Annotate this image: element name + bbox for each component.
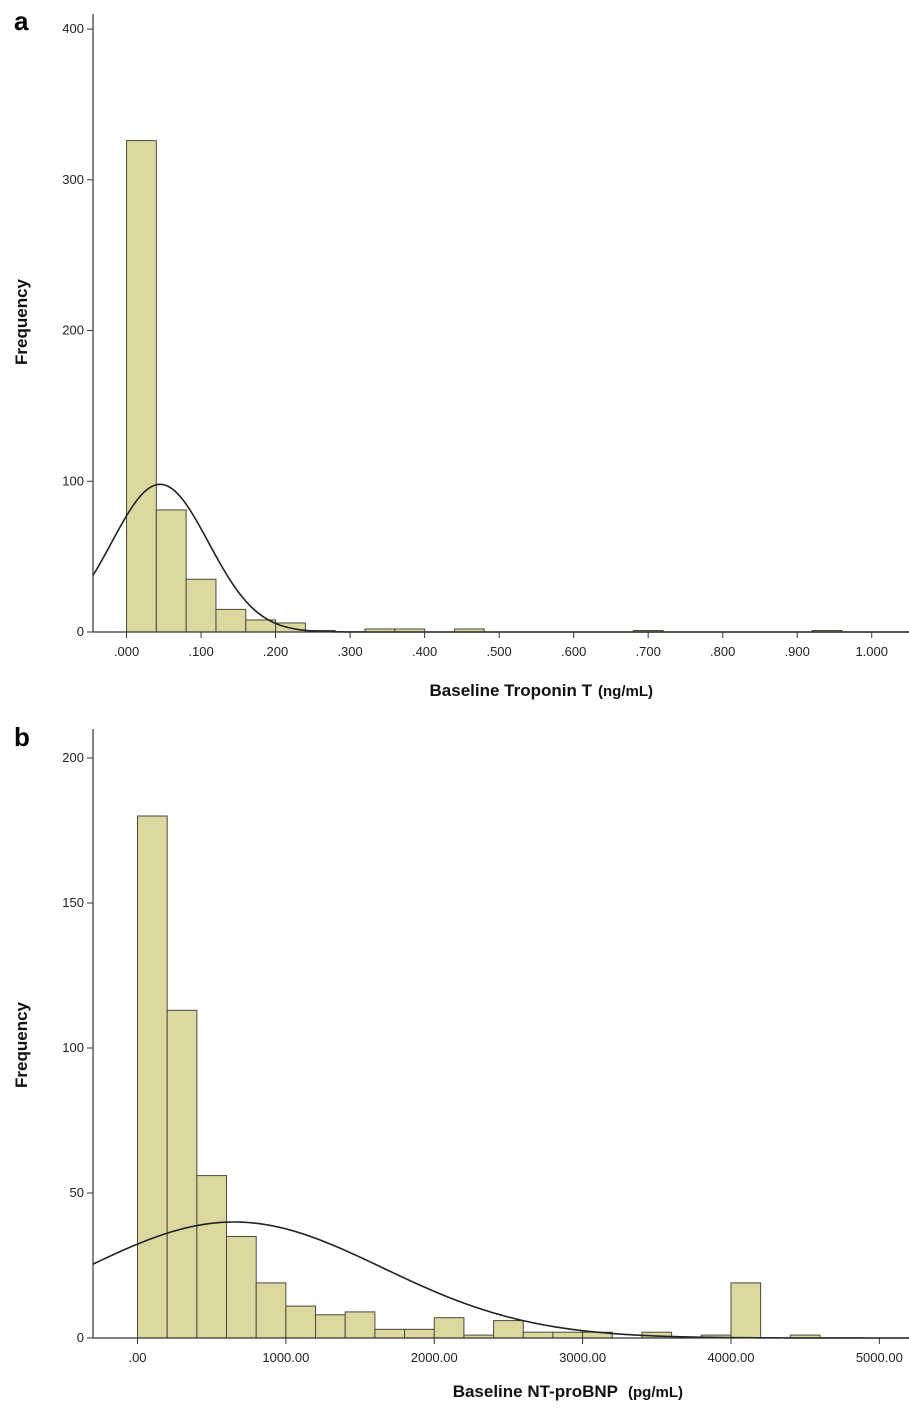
histogram-bar (255, 1282, 287, 1339)
x-tick-label: .900 (785, 644, 810, 659)
x-tick-label: .000 (114, 644, 139, 659)
histogram-bar (315, 1314, 346, 1339)
panel-b-x-axis-title: Baseline NT-proBNP (453, 1382, 618, 1401)
y-tick-label: 100 (62, 473, 84, 488)
panel-a-y-ticks: 0 100 200 300 400 (62, 21, 93, 639)
y-tick-label: 400 (62, 21, 84, 36)
histogram-bar (374, 1328, 406, 1339)
panel-a-x-axis-unit: (ng/mL) (598, 683, 653, 700)
x-tick-label: 3000.00 (559, 1350, 606, 1365)
histogram-bar (196, 1175, 228, 1339)
y-tick-label: 300 (62, 172, 84, 187)
x-tick-label: 1.000 (855, 644, 888, 659)
x-tick-label: 4000.00 (707, 1350, 754, 1365)
x-tick-label: .00 (128, 1350, 146, 1365)
x-tick-label: .500 (486, 644, 511, 659)
y-tick-label: 0 (77, 624, 84, 639)
histogram-bar (155, 509, 187, 633)
panel-b-x-ticks: .00 1000.00 2000.00 3000.00 4000.00 5000.00 (128, 1338, 903, 1365)
x-tick-label: .200 (263, 644, 288, 659)
x-tick-label: .800 (710, 644, 735, 659)
y-tick-label: 100 (62, 1040, 84, 1055)
x-tick-label: 5000.00 (856, 1350, 903, 1365)
histogram-bar (166, 1009, 198, 1339)
panel-a-chart: a 0 100 200 300 400 .000 .100 .200 .300 .400 .500… (12, 6, 909, 700)
panel-a-x-axis-title: Baseline Troponin T (430, 681, 593, 700)
x-tick-label: 2000.00 (411, 1350, 458, 1365)
y-tick-label: 150 (62, 895, 84, 910)
histogram-bar (522, 1331, 554, 1339)
histogram-bar (185, 578, 217, 633)
histogram-bar (493, 1320, 524, 1339)
panel-b-y-ticks: 0 50 100 150 200 (62, 750, 93, 1345)
panel-b-bars (137, 815, 821, 1339)
x-tick-label: .400 (412, 644, 437, 659)
y-tick-label: 200 (62, 323, 84, 338)
panel-a-x-ticks: .000 .100 .200 .300 .400 .500 .600 .700 .800 .900… (114, 632, 888, 659)
histogram-bar (126, 140, 157, 633)
y-tick-label: 50 (70, 1185, 84, 1200)
panel-b-x-axis-unit: (pg/mL) (628, 1384, 683, 1401)
panel-a-letter: a (14, 6, 29, 36)
panel-b-letter: b (14, 722, 30, 752)
histogram-bar (137, 815, 168, 1339)
x-tick-label: .100 (188, 644, 213, 659)
panel-b-y-axis-title: Frequency (12, 1001, 31, 1088)
x-tick-label: .600 (561, 644, 586, 659)
histogram-bar (344, 1311, 376, 1339)
histogram-bar (285, 1305, 317, 1339)
panel-b-chart: b 0 50 100 150 200 .00 1000.00 2000.00 3000.00 4… (12, 722, 909, 1401)
histogram-bar (433, 1317, 465, 1339)
y-tick-label: 0 (77, 1330, 84, 1345)
x-tick-label: 1000.00 (262, 1350, 309, 1365)
x-tick-label: .700 (636, 644, 661, 659)
panel-a-bars (126, 140, 843, 633)
histogram-bar (552, 1331, 584, 1339)
x-tick-label: .300 (337, 644, 362, 659)
panel-a-y-axis-title: Frequency (12, 278, 31, 365)
y-tick-label: 200 (62, 750, 84, 765)
histogram-bar (730, 1282, 762, 1339)
histogram-bar (404, 1328, 435, 1339)
histogram-bar (215, 608, 247, 633)
histogram-bar (226, 1236, 257, 1339)
